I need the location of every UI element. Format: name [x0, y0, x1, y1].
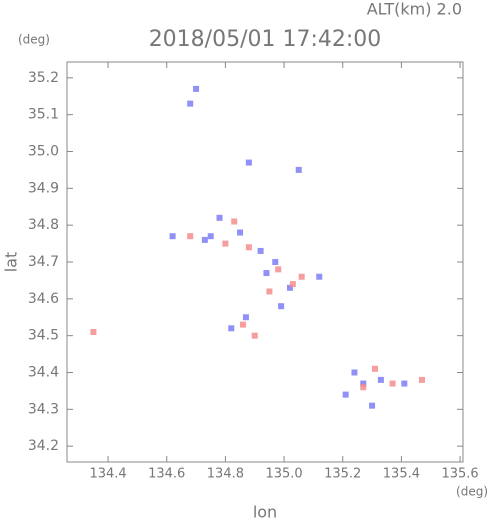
plot-frame: [66, 61, 464, 463]
radar-echo: [342, 391, 349, 398]
radar-echo: [169, 233, 176, 240]
radar-echo: [389, 380, 396, 387]
radar-echo: [275, 266, 282, 273]
radar-echo: [372, 365, 378, 372]
radar-echo: [295, 166, 302, 173]
x-tick-label: 134.6: [148, 467, 185, 482]
y-tick-label: 34.3: [28, 401, 59, 417]
x-unit: (deg): [456, 485, 488, 499]
radar-echo: [351, 369, 358, 376]
radar-echo: [193, 85, 200, 92]
y-tick-label: 34.5: [28, 328, 59, 344]
y-tick-label: 34.4: [28, 364, 59, 380]
y-unit: (deg): [18, 33, 50, 47]
radar-echo: [278, 303, 285, 310]
y-axis-label: lat: [2, 252, 21, 273]
y-tick-label: 34.7: [28, 254, 59, 270]
radar-echo: [298, 273, 305, 280]
radar-echo: [266, 288, 273, 295]
radar-echo: [187, 233, 194, 240]
radar-echo: [201, 236, 208, 243]
x-tick-label: 134.8: [207, 467, 244, 482]
y-tick-label: 34.9: [28, 180, 59, 196]
x-tick-label: 135.6: [441, 467, 478, 482]
radar-echo: [237, 229, 244, 236]
y-tick-label: 35.2: [28, 70, 59, 86]
radar-echo: [207, 233, 214, 240]
annotation: ALT(km) 2.0: [367, 0, 462, 19]
radar-echo: [289, 281, 296, 288]
radar-echo: [187, 100, 194, 107]
y-tick-label: 34.2: [28, 438, 59, 454]
radar-echo: [228, 325, 235, 332]
x-tick-label: 135.0: [265, 467, 302, 482]
radar-echo: [418, 376, 425, 383]
radar-echo: [257, 247, 264, 254]
radar-echo: [360, 380, 367, 387]
radar-echo: [245, 244, 252, 251]
radar-echo: [360, 384, 367, 391]
y-tick-label: 34.8: [28, 217, 59, 233]
radar-echo: [401, 380, 408, 387]
x-tick-label: 134.4: [89, 467, 126, 482]
radar-echo: [369, 402, 376, 409]
radar-echo: [251, 332, 258, 339]
radar-echo: [222, 240, 229, 247]
y-tick-label: 34.6: [28, 291, 59, 307]
radar-echo: [90, 328, 97, 335]
y-tick-label: 35.1: [28, 107, 59, 123]
x-tick-label: 135.4: [383, 467, 420, 482]
radar-echo: [245, 159, 252, 166]
radar-echo: [240, 321, 246, 328]
chart-title: 2018/05/01 17:42:00: [149, 27, 382, 52]
y-tick-label: 35.0: [28, 144, 59, 160]
radar-echo: [231, 218, 238, 225]
x-tick-label: 135.2: [324, 467, 361, 482]
radar-echo: [316, 273, 323, 280]
radar-echo: [263, 270, 270, 277]
radar-echo: [272, 259, 279, 265]
x-axis-label: lon: [253, 503, 277, 522]
radar-echo: [242, 314, 249, 321]
radar-echo: [216, 214, 223, 221]
radar-echo: [286, 284, 293, 291]
radar-echo: [377, 376, 384, 383]
